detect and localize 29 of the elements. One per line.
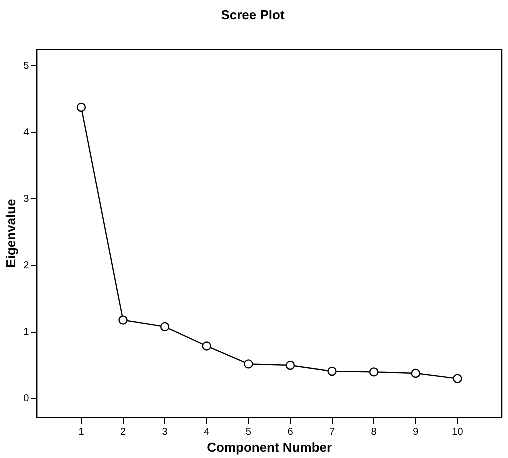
y-tick-label: 3 bbox=[24, 194, 30, 205]
x-tick-label: 9 bbox=[413, 427, 420, 438]
x-axis-title: Component Number bbox=[207, 440, 332, 455]
point bbox=[160, 322, 170, 332]
x-tick-label: 2 bbox=[120, 427, 126, 438]
x-tick-label: 10 bbox=[452, 427, 464, 438]
y-axis-title: Eigenvalue bbox=[3, 199, 18, 268]
x-tick-label: 6 bbox=[288, 427, 294, 438]
x-tick-label: 4 bbox=[204, 427, 210, 438]
point bbox=[369, 368, 379, 377]
x-tick-label: 8 bbox=[371, 427, 378, 438]
y-tick-label: 0 bbox=[24, 394, 30, 405]
point bbox=[76, 102, 86, 112]
y-tick-label: 1 bbox=[24, 327, 30, 338]
point bbox=[328, 366, 337, 376]
y-tick-label: 2 bbox=[24, 260, 30, 272]
x-tick-label: 5 bbox=[246, 427, 252, 438]
x-tick-label: 3 bbox=[162, 427, 168, 438]
point bbox=[244, 360, 254, 369]
x-tick-label: 7 bbox=[330, 427, 336, 438]
y-tick-label: 4 bbox=[24, 127, 30, 138]
point bbox=[118, 316, 128, 325]
chart-title: Scree Plot bbox=[221, 7, 286, 22]
y-tick-label: 5 bbox=[24, 60, 30, 72]
point bbox=[411, 368, 420, 378]
point bbox=[453, 374, 462, 384]
point bbox=[286, 360, 296, 370]
point bbox=[202, 342, 212, 351]
x-tick-label: 1 bbox=[78, 427, 85, 438]
